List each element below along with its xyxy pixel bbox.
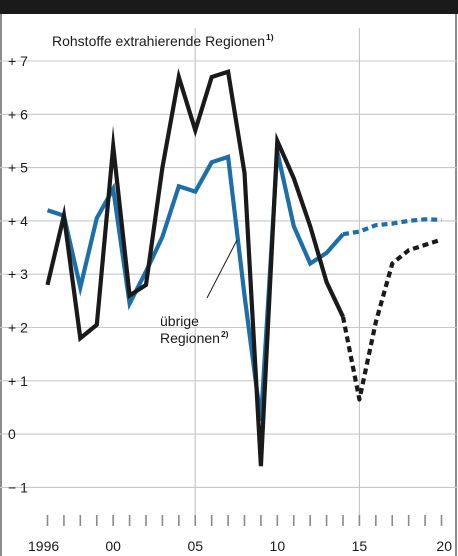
annotation-label-line2: Regionen2) [160,329,229,346]
annotation-footnote: 2) [221,329,229,339]
top-band [0,0,458,14]
series-line-rohstoff [45,68,345,467]
x-axis-labels: 1996 00 05 10 15 20 [28,538,452,554]
annotation-label-line1: übrige [160,313,199,329]
y-axis-labels: + 7 + 6 + 5 + 4 + 3 + 2 + 1 0 − 1 [8,53,28,495]
series-forecast-uebrige [342,217,442,237]
x-tick-label: 05 [187,538,203,554]
x-tick-label: 20 [436,538,452,554]
x-tick-label: 00 [105,538,121,554]
y-tick-label: 0 [8,426,16,442]
series-layer [45,68,443,467]
y-tick-label: + 3 [8,266,28,282]
chart-title-text: Rohstoffe extrahierende Regionen [52,33,265,49]
y-tick-label: − 1 [8,479,28,495]
y-tick-label: + 5 [8,160,28,176]
series-forecast-rohstoff [340,237,443,402]
chart-title: Rohstoffe extrahierende Regionen1) [52,32,274,49]
x-tick-label: 10 [270,538,286,554]
text-layer: Rohstoffe extrahierende Regionen1) übrig… [52,32,274,346]
y-tick-label: + 1 [8,373,28,389]
grid-lines [0,28,458,518]
annotation-label-line2-text: Regionen [160,330,220,346]
x-axis-ticks [46,515,443,526]
y-tick-label: + 7 [8,53,28,69]
y-tick-label: + 2 [8,320,28,336]
y-tick-label: + 4 [8,213,28,229]
y-tick-label: + 6 [8,106,28,122]
x-tick-label: 15 [352,538,368,554]
annotation-leader-line [206,239,238,299]
chart-title-footnote: 1) [266,32,274,42]
x-tick-label: 1996 [28,538,59,554]
series-line-uebrige [46,136,345,422]
